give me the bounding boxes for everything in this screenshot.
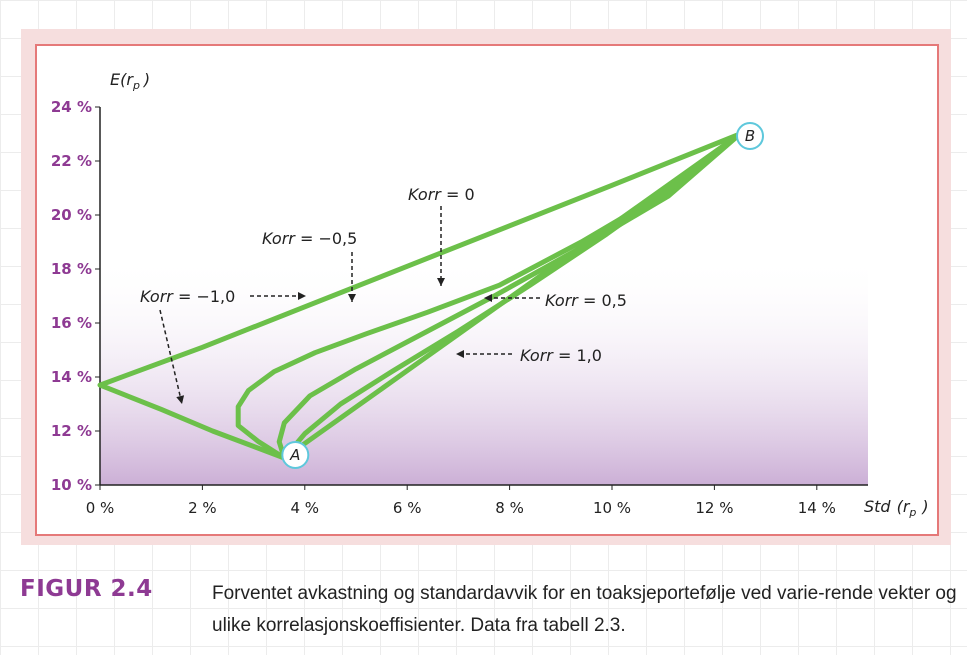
points: AB: [281, 122, 764, 469]
x-tick-label: 12 %: [695, 499, 733, 517]
annotation-arrowhead: [456, 350, 464, 358]
x-tick-label: 8 %: [495, 499, 524, 517]
y-tick-label: 14 %: [51, 368, 92, 386]
y-axis-label: E(rp): [110, 70, 150, 92]
series-line-3: [281, 131, 743, 461]
annotation-arrowhead: [176, 395, 185, 404]
y-tick-label: 16 %: [51, 314, 92, 332]
series-line-4: [281, 131, 743, 461]
x-tick-label: 6 %: [393, 499, 422, 517]
caption-label: FIGUR 2.4: [20, 576, 153, 602]
x-tick-label: 0 %: [86, 499, 115, 517]
axes: [99, 107, 868, 486]
x-tick-label: 10 %: [593, 499, 631, 517]
y-tick-label: 10 %: [51, 476, 92, 494]
y-tick-label: 18 %: [51, 260, 92, 278]
series-line-0: [97, 131, 743, 461]
annotation-arrow-line: [159, 309, 183, 405]
point-label: A: [289, 446, 300, 464]
y-tick-label: 24 %: [51, 98, 92, 116]
y-ticks: 10 % 12 % 14 % 16 % 18 % 20 % 22 % 24 %: [51, 98, 100, 494]
series-line-1: [235, 131, 743, 461]
series-lines: [97, 131, 743, 461]
x-axis-label: Std (rp): [864, 497, 929, 519]
chart: 0 % 2 % 4 % 6 % 8 % 10 % 12 % 14 % 10 % 12 % 14 %…: [51, 70, 929, 519]
annotation-label: Korr = 0: [408, 185, 475, 204]
y-tick-label: 20 %: [51, 206, 92, 224]
point-label: B: [745, 127, 755, 145]
x-tick-label: 14 %: [798, 499, 836, 517]
annotations: Korr = 0 Korr = −0,5 Korr = −1,0 Korr = 0,5…: [140, 185, 627, 365]
annotation-label: Korr = 1,0: [520, 346, 602, 365]
x-ticks: 0 % 2 % 4 % 6 % 8 % 10 % 12 % 14 %: [86, 485, 836, 517]
annotation-arrowhead: [437, 278, 445, 286]
annotation-arrowhead: [484, 294, 492, 302]
annotation-arrowhead: [348, 294, 356, 302]
annotation-label: Korr = −0,5: [262, 229, 357, 248]
y-tick-label: 12 %: [51, 422, 92, 440]
y-tick-label: 22 %: [51, 152, 92, 170]
caption-text: Forventet avkastning og standardavvik fo…: [212, 583, 957, 636]
x-tick-label: 4 %: [291, 499, 320, 517]
annotation-arrows: [159, 206, 540, 405]
annotation-label: Korr = 0,5: [545, 291, 627, 310]
x-tick-label: 2 %: [188, 499, 217, 517]
annotation-label: Korr = −1,0: [140, 287, 235, 306]
annotation-arrowhead: [298, 292, 306, 300]
point-marker-a: [281, 441, 310, 469]
point-marker-b: [736, 122, 764, 150]
